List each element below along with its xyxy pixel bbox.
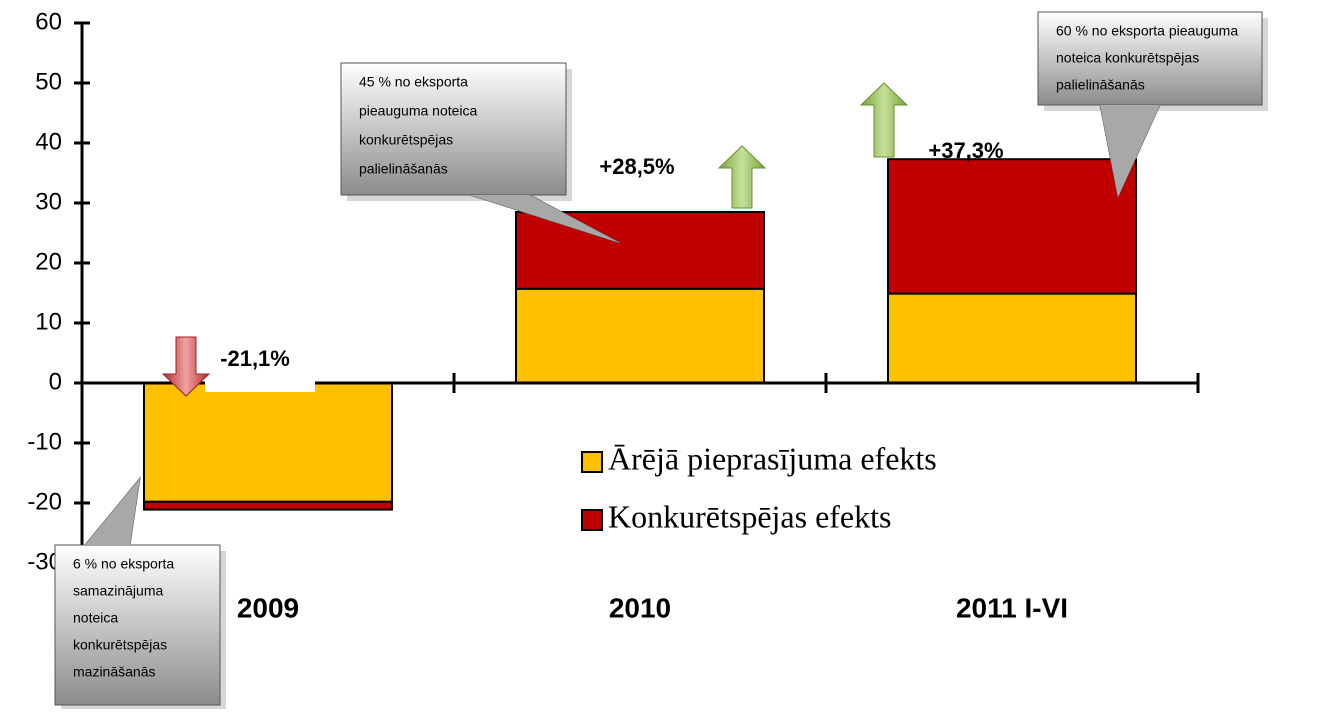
bar-segment (887, 158, 1137, 295)
up-arrow (717, 145, 767, 209)
callout-text: pieauguma noteica (359, 103, 478, 119)
bar-segment (515, 211, 765, 290)
callout-pointer-cover (470, 195, 620, 243)
legend-label: Konkurētspējas efekts (608, 498, 891, 534)
y-tick-label: 60 (35, 8, 62, 35)
y-tick-label: 10 (35, 308, 62, 335)
y-tick-label: 0 (49, 368, 62, 395)
y-tick-label: 20 (35, 248, 62, 275)
callout-text: konkurētspējas (359, 132, 453, 148)
callout: 6 % no eksporta samazinājuma noteica konkur… (54, 476, 226, 711)
callout-text: konkurētspējas (73, 637, 167, 653)
callout-text: 6 % no eksporta (73, 556, 174, 572)
bar-segment (515, 287, 765, 384)
callout-text: 45 % no eksporta (359, 74, 468, 90)
callout: 45 % no eksporta pieauguma noteica konkurē… (340, 62, 621, 244)
bar-segment (887, 292, 1137, 385)
legend-label: Ārējā pieprasījuma efekts (608, 440, 937, 476)
x-tick-label: 2011 I-VI (956, 592, 1068, 623)
callout-box (1037, 11, 1263, 106)
y-tick-label: -20 (27, 488, 62, 515)
callout-text: noteica konkurētspējas (1056, 50, 1199, 66)
y-tick-label: 50 (35, 68, 62, 95)
x-tick-label: 2009 (237, 592, 299, 623)
total-label: +37,3% (928, 138, 1003, 163)
callout-text: palielināšanās (1056, 77, 1145, 93)
callout: 60 % no eksporta pieauguma noteica konkur… (1037, 11, 1268, 199)
legend-swatch (581, 451, 603, 473)
y-tick-label: 30 (35, 188, 62, 215)
callout-text: 60 % no eksporta pieauguma (1056, 23, 1238, 39)
callout-text: mazināšanās (73, 664, 156, 680)
total-label: -21,1% (220, 346, 290, 371)
y-tick-label: 40 (35, 128, 62, 155)
callout-text: samazinājuma (73, 583, 163, 599)
callout-box (340, 62, 567, 196)
up-arrow (859, 82, 909, 158)
total-label: +28,5% (599, 154, 674, 179)
x-tick-label: 2010 (609, 592, 671, 623)
callout-text: palielināšanās (359, 161, 448, 177)
label-bg (205, 345, 315, 392)
legend-swatch (581, 509, 603, 531)
callout-pointer-cover (85, 478, 140, 545)
callout-text: noteica (73, 610, 118, 626)
y-tick-label: -10 (27, 428, 62, 455)
callout-pointer-cover (1100, 105, 1160, 197)
bar-segment (143, 500, 393, 511)
bar-segment (143, 382, 393, 503)
callout-box (54, 544, 221, 706)
down-arrow (161, 336, 211, 397)
